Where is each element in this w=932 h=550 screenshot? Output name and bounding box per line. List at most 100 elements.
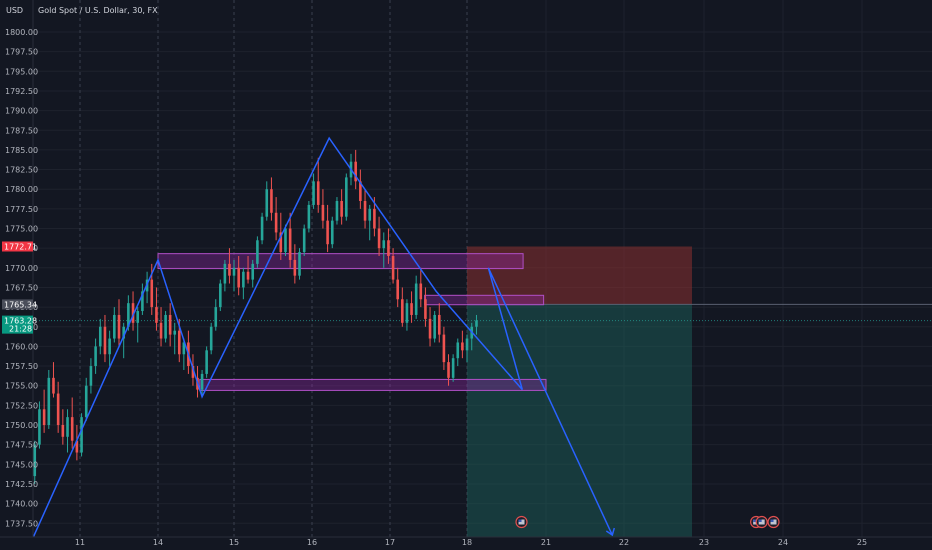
candle-body <box>442 334 446 363</box>
candle-body <box>242 271 245 288</box>
candle-body <box>131 303 135 323</box>
price-label-grey <box>2 299 33 310</box>
candle-body <box>270 189 273 213</box>
candle-body <box>33 444 37 477</box>
candle-body <box>47 377 51 425</box>
candle-body <box>173 330 177 335</box>
candle-body <box>84 385 88 418</box>
candle-body <box>410 303 413 315</box>
time-tick-label: 11 <box>75 538 85 547</box>
candle-body <box>433 314 436 339</box>
candle-body <box>232 267 236 276</box>
price-axis-background <box>0 0 33 550</box>
price-label-red <box>2 241 33 252</box>
candle-body <box>428 318 432 339</box>
candle-body <box>155 307 158 323</box>
time-tick-label: 21 <box>541 538 551 547</box>
support-resistance-zone <box>424 294 545 306</box>
candle-body <box>302 228 306 253</box>
price-tick-label: 1787.50 <box>5 126 38 135</box>
candle-body <box>368 208 372 221</box>
candle-body <box>200 373 204 390</box>
candle-body <box>260 216 264 241</box>
candle-body <box>237 267 240 288</box>
symbol-title: Gold Spot / U.S. Dollar, 30, FX <box>38 6 158 15</box>
candle-body <box>298 252 301 276</box>
candle-body <box>246 271 250 280</box>
time-tick-label: 24 <box>778 538 788 547</box>
candle-body <box>164 314 167 339</box>
candle-body <box>475 320 478 327</box>
candle-body <box>373 208 376 229</box>
time-tick-label: 16 <box>307 538 317 547</box>
event-markers <box>515 515 780 529</box>
candle-body <box>113 314 116 339</box>
price-tick-label: 1747.50 <box>5 441 38 450</box>
candle-body <box>66 417 69 437</box>
candle-body <box>52 377 55 394</box>
time-axis-background <box>0 537 932 550</box>
price-tick-label: 1785.00 <box>5 146 38 155</box>
price-tick-label: 1797.50 <box>5 48 38 57</box>
stop-loss-zone <box>467 246 692 305</box>
candle-body <box>80 417 83 453</box>
candle-body <box>312 181 315 205</box>
candle-body <box>363 200 367 221</box>
price-tick-label: 1767.50 <box>5 283 38 292</box>
candle-body <box>401 299 404 323</box>
candle-body <box>38 409 41 445</box>
candle-body <box>251 263 255 280</box>
price-tick-label: 1775.00 <box>5 225 38 234</box>
candle-body <box>307 204 311 229</box>
time-tick-label: 23 <box>699 538 709 547</box>
candle-body <box>377 228 381 249</box>
candle-body <box>103 326 107 355</box>
candle-body <box>70 417 74 441</box>
candle-body <box>228 263 231 276</box>
candle-body <box>335 200 339 221</box>
candle-body <box>354 161 357 182</box>
zigzag-pattern-line <box>26 136 613 550</box>
currency-label: USD <box>6 6 23 15</box>
flag-canton-icon <box>770 519 774 522</box>
candle-body <box>279 232 283 253</box>
candle-body <box>168 314 172 335</box>
time-tick-label: 18 <box>462 538 472 547</box>
candle-body <box>345 177 348 217</box>
price-tick-label: 1742.50 <box>5 480 38 489</box>
time-tick-label: 15 <box>229 538 239 547</box>
drawing-zones <box>33 246 932 548</box>
support-resistance-zone <box>157 253 524 270</box>
candle-body <box>284 228 287 253</box>
candle-body <box>456 342 460 359</box>
candle-body <box>141 291 144 312</box>
candle-body <box>447 362 450 378</box>
candle-body <box>75 440 79 453</box>
candle-body <box>387 240 390 257</box>
candle-body <box>98 326 102 347</box>
candle-body <box>223 263 227 284</box>
candle-body <box>321 204 325 221</box>
price-tick-label: 1745.00 <box>5 460 38 469</box>
candle-body <box>265 189 269 217</box>
candle-body <box>274 212 278 233</box>
price-tick-label: 1795.00 <box>5 67 38 76</box>
time-tick-label: 22 <box>619 538 629 547</box>
candle-body <box>191 366 195 378</box>
candle-body <box>326 220 329 245</box>
candle-body <box>359 181 362 201</box>
support-resistance-zone <box>199 378 547 391</box>
candle-body <box>61 425 65 437</box>
price-label-teal <box>2 315 33 334</box>
time-tick-label: 14 <box>153 538 163 547</box>
candle-body <box>117 314 121 339</box>
flag-canton-icon <box>753 519 757 522</box>
candle-body <box>182 342 186 355</box>
candle-body <box>108 338 111 355</box>
candle-body <box>405 303 409 323</box>
price-tick-label: 1790.00 <box>5 107 38 116</box>
flag-canton-icon <box>758 519 762 522</box>
candle-body <box>89 366 93 386</box>
